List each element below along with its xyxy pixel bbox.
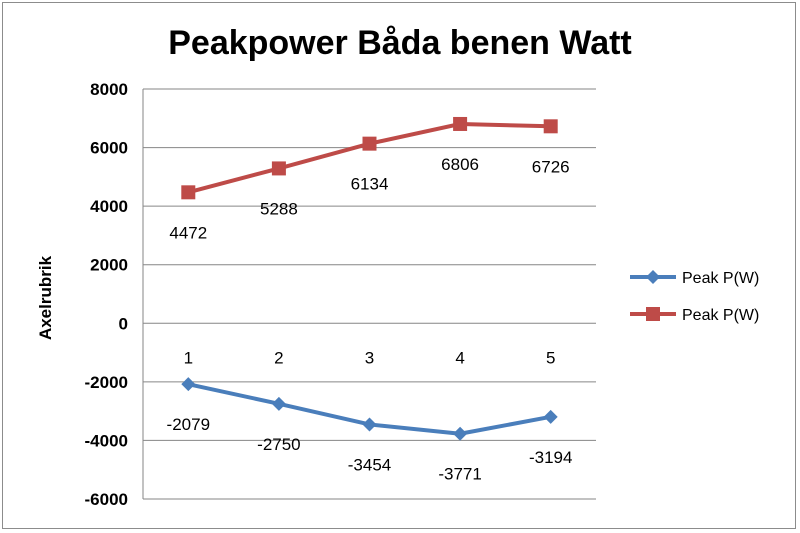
category-label: 1 <box>184 348 193 367</box>
data-point-square <box>271 161 286 176</box>
y-tick-label: -4000 <box>85 431 128 450</box>
category-label: 5 <box>546 348 555 367</box>
data-point-square <box>543 119 558 134</box>
data-label: -3194 <box>529 448 572 467</box>
y-tick-label: 8000 <box>90 80 128 99</box>
data-label: 5288 <box>260 199 298 218</box>
legend: Peak P(W) Peak P(W) <box>630 270 759 324</box>
y-axis-label: Axelrubrik <box>36 255 55 340</box>
legend-marker-diamond <box>646 270 660 284</box>
data-point-square <box>362 136 377 151</box>
data-point-diamond <box>271 396 286 411</box>
legend-label: Peak P(W) <box>682 270 759 287</box>
category-label: 3 <box>365 348 374 367</box>
data-label: 4472 <box>169 223 207 242</box>
data-labels: -2079 -2750 -3454 -3771 -3194 4472 5288 6134 680… <box>167 155 573 484</box>
y-tick-label: 0 <box>119 314 128 333</box>
data-label: -2079 <box>167 415 210 434</box>
y-tick-label: -2000 <box>85 373 128 392</box>
y-tick-label: 2000 <box>90 256 128 275</box>
data-label: -3771 <box>438 465 481 484</box>
legend-label: Peak P(W) <box>682 307 759 324</box>
data-point-diamond <box>543 409 558 424</box>
data-point-diamond <box>362 417 377 432</box>
data-label: 6134 <box>351 175 389 194</box>
data-point-square <box>453 116 468 131</box>
legend-marker-square <box>646 307 660 321</box>
category-label: 2 <box>274 348 283 367</box>
y-tick-label: 6000 <box>90 139 128 158</box>
data-label: 6726 <box>532 157 570 176</box>
category-label: 4 <box>455 348 464 367</box>
chart-title: Peakpower Båda benen Watt <box>168 24 632 62</box>
data-label: -2750 <box>257 435 300 454</box>
y-tick-labels: 8000 6000 4000 2000 0 -2000 -4000 -6000 <box>85 80 128 509</box>
data-point-diamond <box>453 426 468 441</box>
data-label: 6806 <box>441 155 479 174</box>
series-lines <box>181 116 558 441</box>
gridlines <box>142 88 596 500</box>
category-labels: 1 2 3 4 5 <box>184 348 556 367</box>
y-tick-label: -6000 <box>85 490 128 509</box>
data-point-diamond <box>181 377 196 392</box>
data-point-square <box>181 185 196 200</box>
y-tick-label: 4000 <box>90 197 128 216</box>
data-label: -3454 <box>348 455 391 474</box>
